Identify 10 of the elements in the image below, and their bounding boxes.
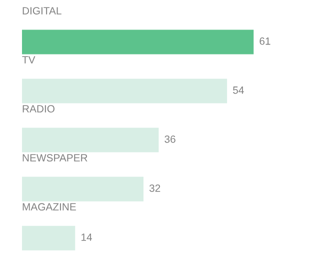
y-tick-label: TV [22, 56, 36, 64]
data-label: 61 [260, 37, 270, 45]
y-tick-label: DIGITAL [22, 7, 62, 14]
y-tick-label: MAGAZINE [22, 203, 76, 211]
y-tick-label: NEWSPAPER [22, 154, 88, 162]
data-label: 54 [233, 86, 244, 94]
data-label: 32 [149, 184, 160, 192]
y-tick-label: RADIO [22, 105, 54, 112]
data-label: 14 [81, 234, 92, 241]
data-label: 36 [164, 135, 176, 143]
